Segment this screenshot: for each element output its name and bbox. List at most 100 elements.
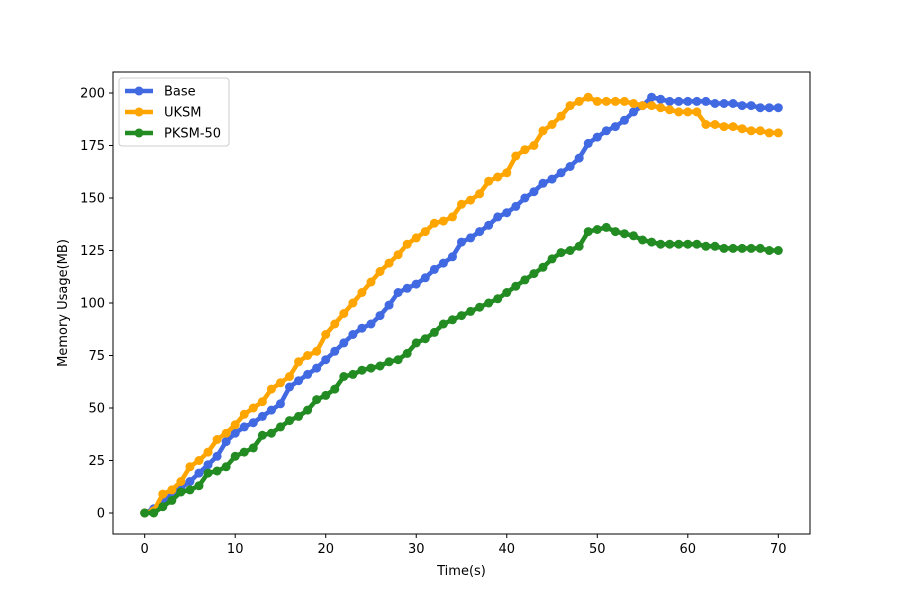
data-point — [312, 363, 322, 373]
data-point — [529, 187, 539, 197]
data-point — [239, 447, 249, 457]
data-point — [384, 357, 394, 367]
data-point — [592, 225, 602, 234]
y-tick-label: 200 — [80, 87, 105, 102]
data-point — [294, 376, 304, 386]
legend-item: Base — [125, 85, 196, 100]
y-tick-label: 150 — [80, 192, 105, 207]
series-layer — [140, 92, 783, 518]
data-point — [529, 141, 539, 150]
data-point — [275, 378, 285, 388]
data-point — [366, 277, 376, 287]
data-point — [402, 239, 412, 249]
x-tick-label: 30 — [408, 542, 425, 557]
data-point — [266, 428, 276, 438]
data-point — [701, 96, 711, 106]
data-point — [538, 262, 548, 272]
data-point — [239, 409, 249, 419]
data-point — [493, 212, 503, 222]
y-axis-label: Memory Usage(MB) — [56, 239, 71, 367]
data-point — [285, 416, 295, 426]
data-point — [610, 122, 620, 132]
data-point — [665, 105, 675, 115]
data-point — [212, 466, 222, 476]
data-point — [402, 348, 412, 358]
data-point — [619, 115, 629, 125]
data-point — [194, 481, 204, 491]
data-point — [502, 208, 512, 218]
data-point — [176, 477, 186, 486]
data-point — [221, 428, 231, 438]
data-point — [511, 281, 521, 291]
data-point — [194, 468, 204, 478]
data-point — [574, 153, 584, 163]
legend-item: PKSM-50 — [125, 127, 221, 142]
data-point — [438, 258, 448, 268]
data-point — [384, 300, 394, 310]
data-point — [710, 99, 720, 108]
data-point — [203, 460, 213, 470]
data-point — [719, 122, 729, 132]
data-point — [601, 222, 611, 232]
data-point — [547, 174, 557, 184]
legend-label: Base — [164, 85, 196, 100]
data-point — [411, 279, 421, 289]
data-point — [275, 399, 285, 409]
data-point — [610, 227, 620, 237]
data-point — [601, 126, 611, 136]
data-point — [656, 94, 666, 104]
data-point — [764, 246, 774, 255]
data-point — [149, 508, 159, 518]
x-tick-label: 0 — [141, 542, 149, 557]
data-point — [366, 319, 376, 329]
data-point — [339, 372, 349, 381]
data-point — [357, 288, 367, 297]
data-point — [294, 357, 304, 367]
data-point — [348, 298, 358, 308]
data-point — [619, 96, 629, 106]
data-point — [339, 309, 349, 318]
data-point — [411, 233, 421, 243]
legend-box — [118, 77, 230, 147]
data-point — [583, 138, 593, 148]
data-point — [601, 96, 611, 106]
data-point — [330, 319, 340, 329]
data-point — [158, 502, 168, 512]
data-point — [692, 239, 702, 249]
data-point — [411, 338, 421, 348]
legend: Base UKSM PKSM-50 — [118, 77, 230, 147]
x-tick-label: 40 — [498, 542, 515, 557]
data-point — [375, 311, 385, 321]
data-point — [321, 355, 331, 365]
data-point — [556, 111, 566, 121]
data-point — [710, 120, 720, 129]
data-point — [420, 273, 430, 283]
data-point — [257, 397, 267, 407]
data-point — [176, 487, 186, 497]
data-point — [656, 103, 666, 113]
legend-marker — [134, 86, 144, 96]
data-point — [140, 508, 150, 518]
data-point — [728, 243, 738, 253]
y-axis: 0 25 50 75 100 125 150 175 200 — [80, 87, 113, 522]
data-point — [484, 176, 494, 186]
data-point — [638, 101, 648, 111]
data-point — [647, 237, 657, 247]
data-point — [773, 246, 783, 255]
data-point — [248, 443, 258, 453]
y-tick-label: 175 — [80, 139, 105, 154]
data-point — [212, 435, 222, 444]
data-point — [592, 96, 602, 106]
data-point — [285, 372, 295, 381]
data-point — [239, 422, 249, 432]
data-point — [511, 151, 521, 161]
data-point — [737, 124, 747, 134]
data-point — [185, 462, 195, 472]
data-point — [203, 447, 213, 457]
data-point — [484, 298, 494, 308]
data-point — [429, 327, 439, 337]
data-point — [746, 101, 756, 111]
data-point — [647, 101, 657, 111]
data-point — [592, 132, 602, 142]
